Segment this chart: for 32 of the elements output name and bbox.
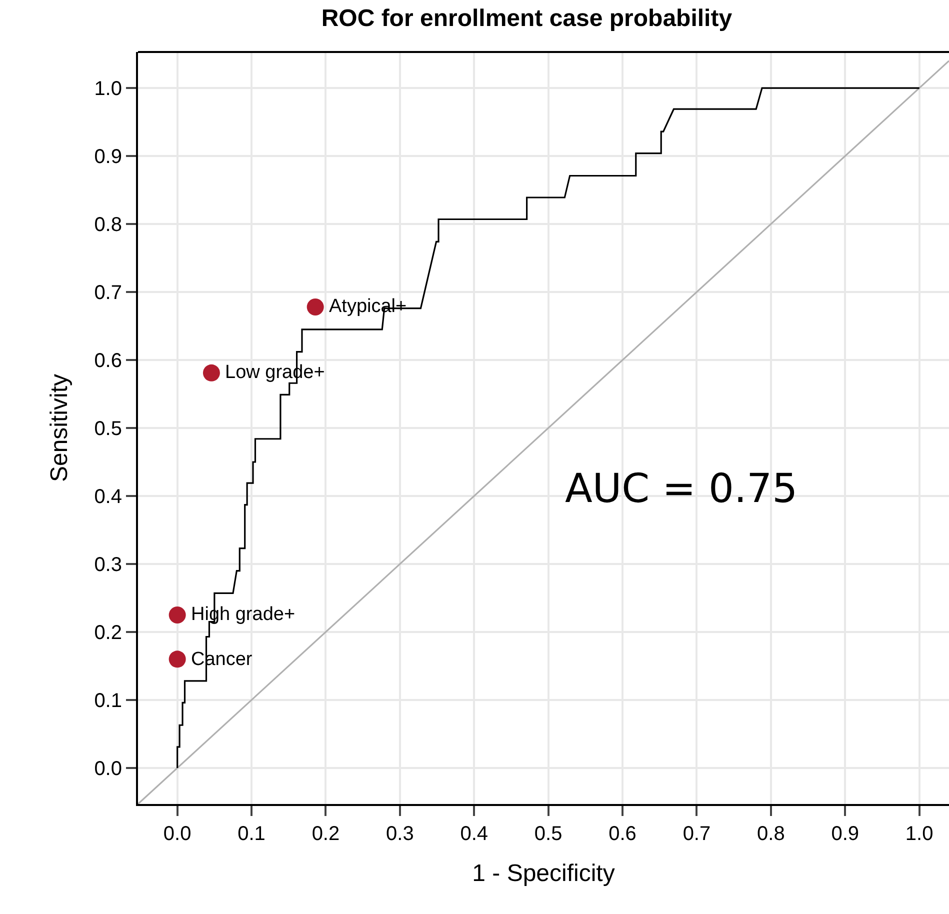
x-tick-label: 0.1 bbox=[238, 823, 266, 845]
y-tick-label: 0.8 bbox=[94, 214, 122, 236]
y-tick-label: 0.5 bbox=[94, 418, 122, 440]
y-tick-label: 0.9 bbox=[94, 146, 122, 168]
x-tick-label: 0.8 bbox=[757, 823, 785, 845]
y-tick-label: 0.3 bbox=[94, 554, 122, 576]
y-tick-label: 0.1 bbox=[94, 690, 122, 712]
y-tick-label: 0.7 bbox=[94, 282, 122, 304]
x-tick-label: 0.5 bbox=[534, 823, 562, 845]
x-tick-label: 1.0 bbox=[905, 823, 934, 845]
x-tick-label: 0.6 bbox=[608, 823, 636, 845]
x-tick-label: 0.4 bbox=[460, 823, 488, 845]
annotation: Atypical+ bbox=[329, 296, 407, 317]
chart-title: ROC for enrollment case probability bbox=[321, 4, 733, 32]
point bbox=[306, 298, 324, 316]
line-series bbox=[176, 87, 920, 769]
y-tick-label: 0.2 bbox=[94, 622, 122, 644]
y-tick-label: 0.6 bbox=[94, 350, 122, 372]
y-tick-label: 0.0 bbox=[94, 758, 122, 780]
x-tick-label: 0.9 bbox=[831, 823, 860, 845]
point bbox=[202, 364, 220, 382]
x-tick-label: 0.2 bbox=[312, 823, 340, 845]
x-tick-label: 0.7 bbox=[682, 823, 711, 845]
x-tick-label: 0.0 bbox=[163, 823, 192, 845]
annotation: AUC = 0.75 bbox=[565, 466, 798, 512]
y-tick-label: 0.4 bbox=[94, 486, 122, 508]
x-tick-label: 0.3 bbox=[386, 823, 414, 845]
x-axis-title: 1 - Specificity bbox=[472, 860, 615, 887]
point bbox=[168, 650, 186, 668]
point bbox=[168, 606, 186, 624]
y-tick-label: 1.0 bbox=[94, 78, 122, 100]
y-axis-title: Sensitivity bbox=[46, 374, 73, 482]
